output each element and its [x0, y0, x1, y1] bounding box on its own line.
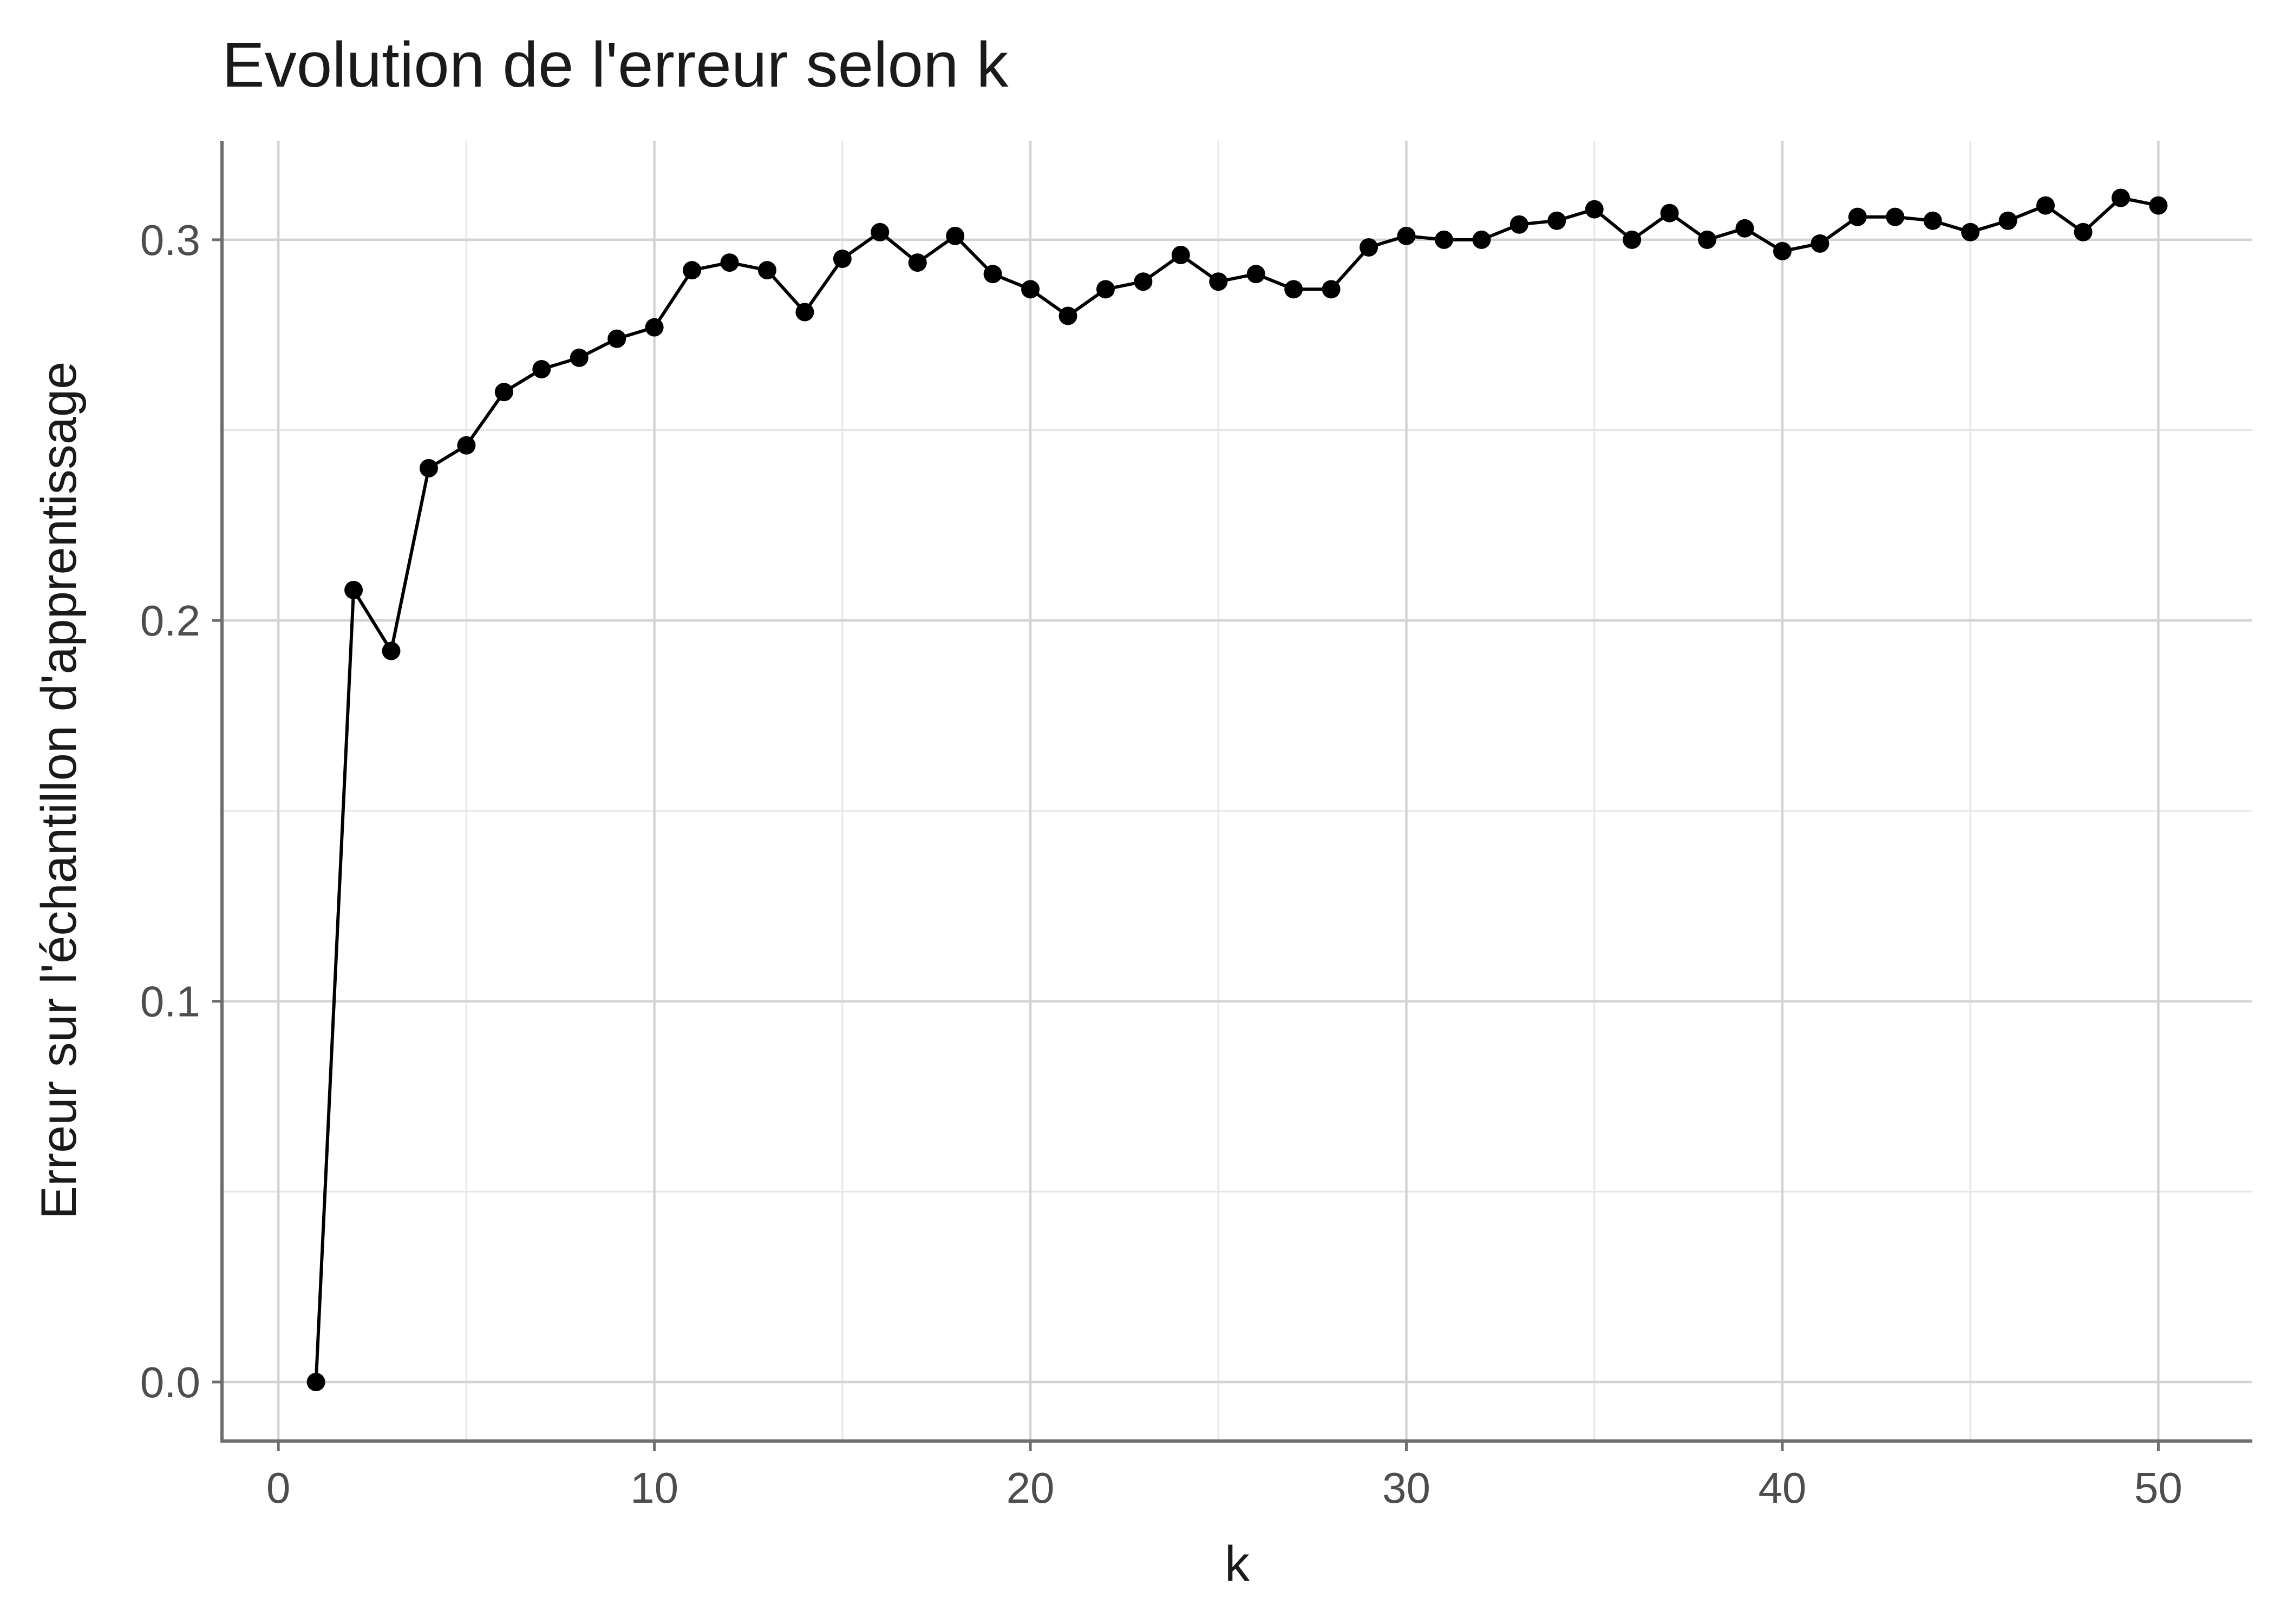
- data-point: [1284, 280, 1303, 299]
- data-point: [1171, 246, 1190, 265]
- x-tick-label: 50: [2134, 1464, 2182, 1512]
- data-point: [1735, 219, 1754, 238]
- chart-title: Evolution de l'erreur selon k: [222, 29, 1009, 101]
- data-point: [1134, 272, 1153, 291]
- data-point: [1472, 230, 1491, 249]
- data-point: [1623, 230, 1642, 249]
- data-point: [908, 253, 927, 272]
- x-tick-label: 20: [1007, 1464, 1055, 1512]
- data-point: [1886, 207, 1905, 226]
- y-axis-ticks: 0.0 0.1 0.2 0.3: [140, 216, 222, 1406]
- data-point: [570, 348, 589, 367]
- series-layer: [306, 188, 2168, 1391]
- data-point: [2074, 222, 2093, 241]
- x-tick-label: 40: [1758, 1464, 1806, 1512]
- data-point: [532, 360, 551, 379]
- y-tick-label: 0.1: [140, 978, 200, 1026]
- x-axis-ticks: 0 10 20 30 40 50: [266, 1441, 2182, 1512]
- data-point: [833, 250, 852, 269]
- data-point: [382, 641, 401, 660]
- x-axis-label: k: [1225, 1536, 1250, 1592]
- data-point: [683, 261, 702, 280]
- y-tick-label: 0.0: [140, 1358, 200, 1406]
- minor-gridlines: [222, 141, 2252, 1441]
- data-point: [1246, 265, 1265, 284]
- data-point: [419, 459, 438, 477]
- data-point: [1510, 215, 1528, 234]
- data-point: [1209, 272, 1228, 291]
- data-point: [795, 303, 814, 322]
- data-point: [1773, 241, 1792, 260]
- data-point: [871, 222, 890, 241]
- x-tick-label: 0: [266, 1464, 291, 1512]
- y-axis-label: Erreur sur l'échantillon d'apprentissage: [31, 362, 87, 1220]
- data-point: [1923, 211, 1942, 230]
- data-point: [1585, 200, 1604, 219]
- major-gridlines: [222, 141, 2252, 1441]
- data-point: [607, 329, 626, 348]
- data-point: [1547, 211, 1566, 230]
- data-point: [2036, 196, 2055, 215]
- data-point: [1848, 207, 1867, 226]
- data-point: [645, 318, 664, 337]
- data-point: [306, 1372, 325, 1391]
- data-point: [1998, 211, 2017, 230]
- data-point: [983, 265, 1002, 284]
- data-point: [344, 580, 363, 599]
- data-point: [1058, 306, 1077, 325]
- data-point: [1811, 234, 1829, 253]
- data-point: [2149, 196, 2168, 215]
- data-point: [457, 436, 476, 455]
- data-point: [2111, 188, 2130, 207]
- data-point: [1096, 280, 1115, 299]
- y-tick-label: 0.3: [140, 216, 200, 264]
- x-tick-label: 10: [630, 1464, 678, 1512]
- data-point: [1434, 230, 1453, 249]
- data-point: [494, 383, 513, 402]
- data-point: [946, 226, 965, 245]
- data-point: [757, 261, 776, 280]
- data-point: [1698, 230, 1717, 249]
- data-point: [720, 253, 739, 272]
- series-line: [314, 196, 2159, 1383]
- data-point: [1360, 238, 1378, 257]
- data-point: [1660, 204, 1679, 222]
- data-point: [1397, 226, 1416, 245]
- y-tick-label: 0.2: [140, 597, 200, 645]
- data-point: [1961, 222, 1980, 241]
- data-point: [1322, 280, 1341, 299]
- x-tick-label: 30: [1382, 1464, 1430, 1512]
- data-point: [1021, 280, 1040, 299]
